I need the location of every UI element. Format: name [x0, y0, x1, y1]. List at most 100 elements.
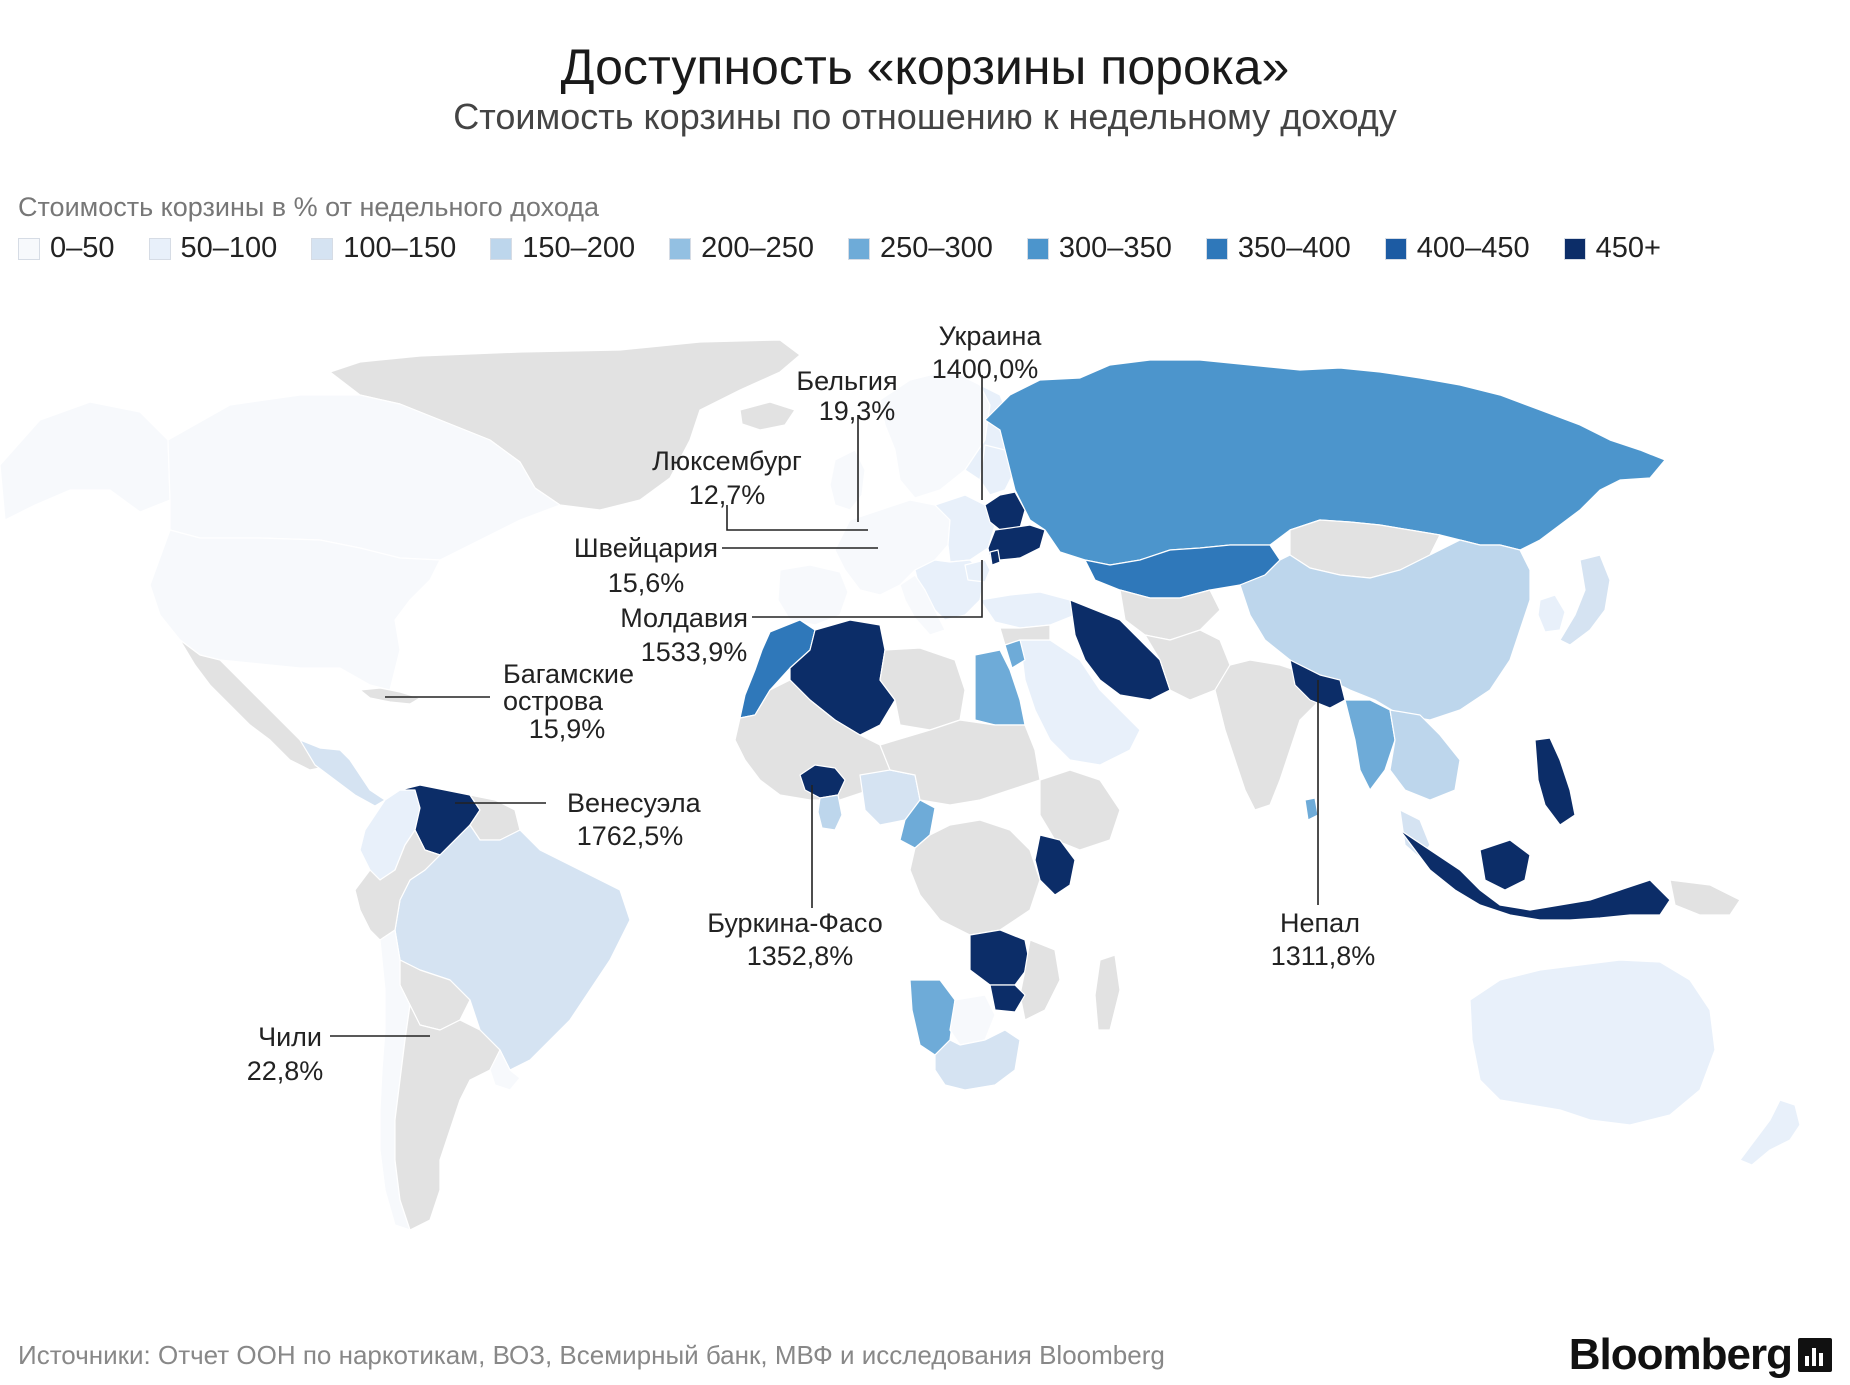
callout-nepal-name: Непал: [1280, 908, 1360, 938]
legend-item: 50–100: [148, 232, 278, 265]
callout-switzerland-value: 15,6%: [608, 568, 685, 598]
legend-label: 200–250: [701, 232, 815, 264]
legend-title: Стоимость корзины в % от недельного дохо…: [18, 192, 600, 222]
legend-label: 400–450: [1416, 232, 1530, 264]
legend-label: 350–400: [1237, 232, 1351, 264]
legend-swatch: [1384, 237, 1407, 260]
region-zimbabwe: [989, 984, 1026, 1013]
region-argentina: [394, 1004, 501, 1231]
callout-burkina-value: 1352,8%: [747, 941, 854, 971]
region-iran: [1069, 599, 1171, 701]
chart-subtitle: Стоимость корзины по отношению к недельн…: [453, 96, 1397, 137]
region-ghana: [817, 794, 843, 831]
callout-burkina-name: Буркина-Фасо: [707, 908, 883, 938]
chart-title: Доступность «корзины порока»: [560, 39, 1290, 95]
legend-item: 100–150: [311, 232, 456, 265]
callout-moldova-name: Молдавия: [620, 603, 748, 633]
region-algeria: [789, 619, 896, 736]
callout-bahamas-value: 15,9%: [529, 714, 606, 744]
legend-label: 0–50: [50, 232, 115, 264]
callout-ukraine-name: Украина: [939, 321, 1043, 351]
legend-label: 50–100: [180, 232, 278, 264]
legend-swatch: [311, 237, 334, 260]
brand-name: Bloomberg: [1568, 1330, 1793, 1379]
region-alaska: [0, 401, 171, 521]
region-iberia: [777, 564, 849, 626]
callout-ukraine-value: 1400,0%: [932, 354, 1039, 384]
region-australia: [1469, 959, 1716, 1126]
legend-swatch: [1563, 237, 1586, 260]
region-sri-lanka: [1304, 797, 1319, 821]
region-indonesia: [1399, 829, 1671, 921]
legend-item: 450+: [1563, 232, 1661, 265]
callout-venezuela-name: Венесуэла: [567, 788, 702, 818]
region-central-america: [299, 739, 386, 807]
leader-luxembourg: [726, 505, 868, 531]
callout-chile-value: 22,8%: [247, 1056, 324, 1086]
region-iceland: [739, 401, 796, 431]
region-peru: [354, 829, 441, 941]
region-indochina: [1389, 709, 1461, 801]
region-korea: [1537, 594, 1566, 633]
legend-item: 400–450: [1384, 232, 1530, 265]
region-italy: [899, 574, 946, 636]
region-belarus: [984, 491, 1026, 531]
region-botswana: [949, 994, 996, 1046]
legend-item: 0–50: [18, 232, 115, 265]
legend-label: 300–350: [1058, 232, 1172, 264]
legend-label: 250–300: [880, 232, 993, 264]
legend-label: 100–150: [343, 232, 457, 264]
region-ethiopia-somalia: [1039, 769, 1121, 851]
bar-chart-icon: [1798, 1338, 1832, 1372]
region-jordan: [1004, 639, 1026, 669]
region-new-zealand: [1739, 1099, 1801, 1166]
legend-swatch: [669, 237, 692, 260]
leader-lines: [330, 375, 1319, 1037]
region-madagascar: [1094, 954, 1121, 1031]
region-turkey: [979, 591, 1076, 629]
brand-logo: Bloomberg: [1569, 1330, 1832, 1380]
legend-item: 150–200: [490, 232, 635, 265]
callout-luxembourg-value: 12,7%: [689, 480, 766, 510]
callout-luxembourg-name: Люксембург: [652, 446, 802, 476]
legend-item: 300–350: [1026, 232, 1172, 265]
region-uk: [829, 449, 866, 511]
region-borneo: [1479, 839, 1531, 891]
legend-label: 450+: [1595, 232, 1661, 264]
region-zambia: [969, 929, 1031, 986]
region-sahel: [879, 719, 1041, 806]
legend-item: 250–300: [848, 232, 993, 265]
legend-swatch: [18, 237, 40, 260]
region-mozambique: [1019, 939, 1061, 1021]
legend-swatch: [148, 237, 171, 260]
legend-swatch: [1026, 237, 1049, 260]
legend-swatch: [490, 237, 513, 260]
legend-item: 200–250: [669, 232, 814, 265]
region-moldova: [989, 549, 1001, 566]
legend-swatch: [848, 237, 871, 260]
region-central-africa: [909, 819, 1041, 936]
region-libya: [879, 647, 966, 731]
legend-item: 350–400: [1205, 232, 1351, 265]
region-south-africa: [934, 1029, 1021, 1091]
callout-nepal-value: 1311,8%: [1271, 941, 1376, 971]
legend-swatch: [1205, 237, 1228, 260]
legend: 0–50 50–100 100–150 150–200 200–250 250–…: [18, 232, 1661, 265]
callout-bahamas-name-2: острова: [503, 686, 604, 716]
region-cuba: [359, 687, 421, 705]
region-myanmar: [1344, 699, 1396, 791]
region-india: [1214, 659, 1321, 811]
region-kenya: [1034, 834, 1076, 896]
callout-belgium-name: Бельгия: [796, 366, 897, 396]
region-central-europe: [934, 494, 996, 563]
callout-switzerland-name: Швейцария: [574, 533, 718, 563]
callout-belgium-value: 19,3%: [819, 396, 896, 426]
callout-chile-name: Чили: [258, 1022, 322, 1052]
leader-moldova: [752, 560, 983, 618]
region-japan: [1559, 554, 1611, 646]
legend-label: 150–200: [522, 232, 636, 264]
callout-venezuela-value: 1762,5%: [577, 821, 684, 851]
region-uruguay: [489, 1049, 521, 1091]
region-central-asia: [1119, 589, 1221, 641]
